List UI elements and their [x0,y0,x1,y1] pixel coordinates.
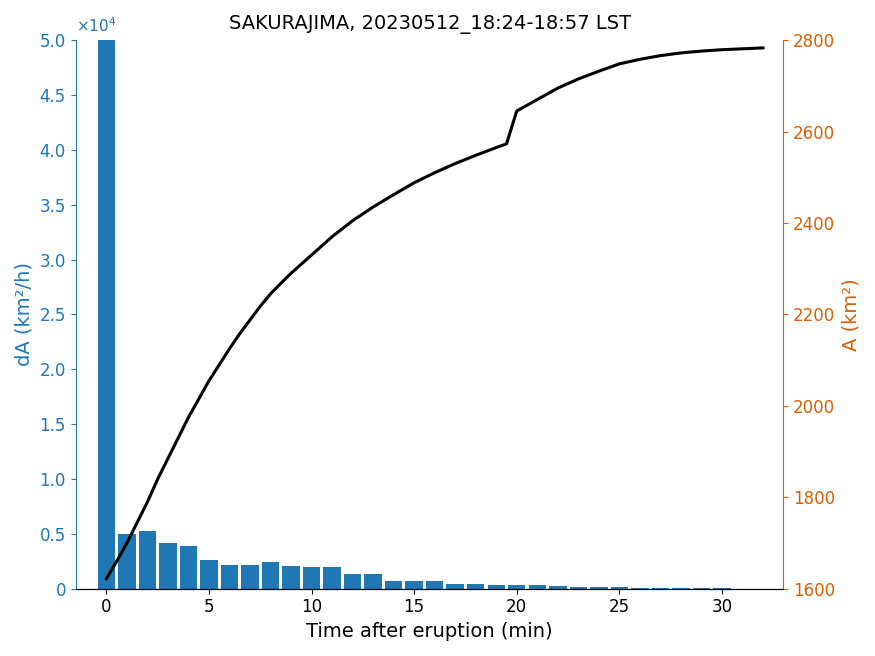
Title: SAKURAJIMA, 20230512_18:24-18:57 LST: SAKURAJIMA, 20230512_18:24-18:57 LST [228,15,631,34]
Bar [487,585,505,588]
Bar [405,581,423,588]
Bar [467,584,485,588]
Y-axis label: A (km²): A (km²) [841,278,860,351]
Bar [446,584,464,588]
Bar [262,562,279,588]
Bar [283,565,300,588]
Bar [426,581,444,588]
Bar [611,587,628,588]
Bar [303,567,320,588]
Bar [385,581,402,588]
Bar [590,587,607,588]
X-axis label: Time after eruption (min): Time after eruption (min) [306,622,553,641]
Y-axis label: dA (km²/h): dA (km²/h) [15,262,34,367]
Bar [200,560,218,588]
Bar [98,40,116,588]
Bar [364,575,382,588]
Bar [179,546,197,588]
Text: $\times10^4$: $\times10^4$ [75,16,116,35]
Bar [118,534,136,588]
Bar [508,585,526,588]
Bar [550,586,566,588]
Bar [344,575,361,588]
Bar [570,586,587,588]
Bar [242,565,259,588]
Bar [324,567,341,588]
Bar [159,543,177,588]
Bar [139,531,156,588]
Bar [220,565,238,588]
Bar [528,585,546,588]
